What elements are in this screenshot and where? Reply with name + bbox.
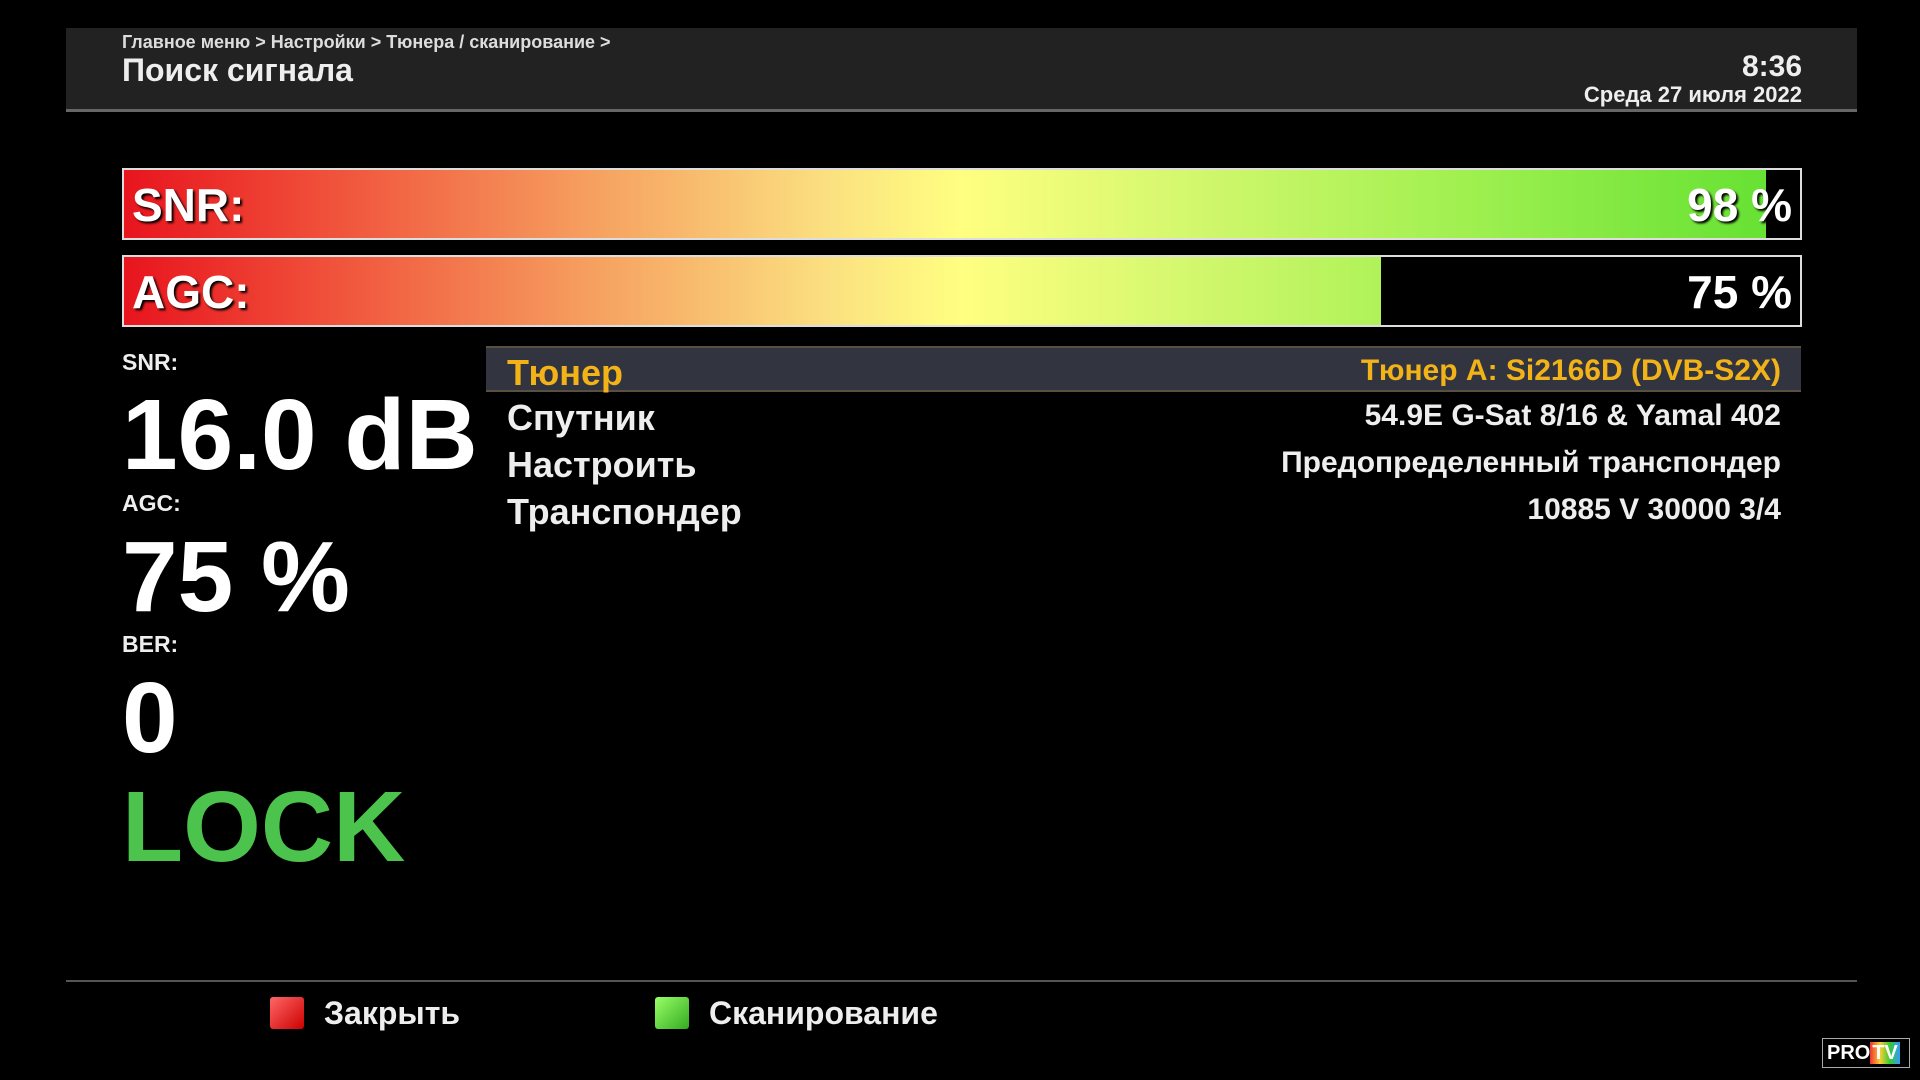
lock-status: LOCK [122,771,406,883]
clock-date: Среда 27 июля 2022 [1583,82,1802,107]
table-row-satellite[interactable]: Спутник 54.9E G-Sat 8/16 & Yamal 402 [486,393,1801,439]
footer-divider [66,980,1857,982]
scan-label: Сканирование [709,994,938,1031]
close-button[interactable]: Закрыть [270,993,460,1033]
page-title: Поиск сигнала [122,52,353,88]
agc-bar-label: AGC: [132,266,250,318]
row-key: Настроить [507,444,697,485]
snr-value: 16.0 dB [122,379,478,491]
breadcrumb: Главное меню > Настройки > Тюнера / скан… [122,32,611,52]
row-value: Предопределенный транспондер [1281,446,1781,479]
close-label: Закрыть [324,994,461,1031]
snr-bar: SNR: 98 % [122,168,1802,240]
agc-bar: AGC: 75 % [122,255,1802,327]
table-row-tune[interactable]: Настроить Предопределенный транспондер [486,440,1801,486]
row-key: Транспондер [507,491,742,532]
header: Главное меню > Настройки > Тюнера / скан… [66,28,1857,112]
agc-label: AGC: [122,490,181,516]
agc-value: 75 % [122,521,350,633]
row-key: Спутник [507,397,655,438]
table-row-transponder[interactable]: Транспондер 10885 V 30000 3/4 [486,487,1801,533]
snr-bar-label: SNR: [132,179,245,231]
row-value: 10885 V 30000 3/4 [1527,493,1781,526]
green-key-icon [655,997,689,1029]
row-value: Тюнер A: Si2166D (DVB-S2X) [1360,354,1781,387]
snr-label: SNR: [122,349,179,375]
protv-logo: PRO TV [1822,1038,1910,1068]
red-key-icon [270,997,304,1029]
clock-time: 8:36 [1741,50,1802,83]
scan-button[interactable]: Сканирование [655,993,938,1033]
row-key: Тюнер [507,352,624,393]
ber-label: BER: [122,631,179,657]
ber-value: 0 [122,662,178,774]
snr-bar-percent: 98 % [1687,179,1792,231]
table-row-tuner[interactable]: Тюнер Тюнер A: Si2166D (DVB-S2X) [486,346,1801,393]
agc-bar-percent: 75 % [1687,266,1792,318]
snr-bar-fill [124,170,1767,238]
row-value: 54.9E G-Sat 8/16 & Yamal 402 [1364,399,1781,432]
agc-bar-fill [124,257,1381,325]
